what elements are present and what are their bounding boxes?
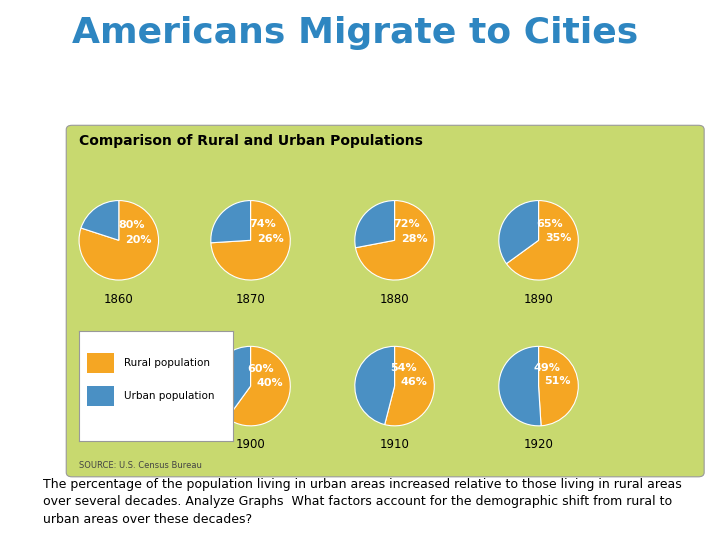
Text: Urban population: Urban population xyxy=(124,391,214,401)
Text: 1880: 1880 xyxy=(379,293,410,306)
Text: 26%: 26% xyxy=(257,234,284,244)
Wedge shape xyxy=(356,200,434,280)
Wedge shape xyxy=(539,346,578,426)
Text: Americans Migrate to Cities: Americans Migrate to Cities xyxy=(72,16,638,50)
Text: 40%: 40% xyxy=(257,377,284,388)
Text: 1860: 1860 xyxy=(104,293,134,306)
Bar xyxy=(87,386,114,406)
Wedge shape xyxy=(228,346,290,426)
Wedge shape xyxy=(211,200,290,280)
Text: 1900: 1900 xyxy=(235,438,266,451)
Wedge shape xyxy=(81,200,119,240)
Text: 1920: 1920 xyxy=(523,438,554,451)
Wedge shape xyxy=(211,200,251,243)
Wedge shape xyxy=(499,200,539,264)
Bar xyxy=(87,353,114,373)
Wedge shape xyxy=(355,200,395,248)
Text: 54%: 54% xyxy=(390,363,417,373)
Wedge shape xyxy=(499,346,541,426)
Text: 49%: 49% xyxy=(534,363,560,373)
Text: SOURCE: U.S. Census Bureau: SOURCE: U.S. Census Bureau xyxy=(79,461,202,470)
Text: 72%: 72% xyxy=(393,219,420,229)
Text: The percentage of the population living in urban areas increased relative to tho: The percentage of the population living … xyxy=(43,478,682,526)
Text: 20%: 20% xyxy=(125,235,152,245)
Text: 1870: 1870 xyxy=(235,293,266,306)
Text: Comparison of Rural and Urban Populations: Comparison of Rural and Urban Population… xyxy=(79,134,423,148)
Text: 28%: 28% xyxy=(401,234,428,244)
Wedge shape xyxy=(506,200,578,280)
Wedge shape xyxy=(211,346,251,418)
Text: 80%: 80% xyxy=(118,220,145,230)
Text: Rural population: Rural population xyxy=(124,358,210,368)
Text: 60%: 60% xyxy=(247,364,274,374)
Text: 1910: 1910 xyxy=(379,438,410,451)
Wedge shape xyxy=(355,346,395,424)
Text: 51%: 51% xyxy=(544,376,571,386)
Text: 74%: 74% xyxy=(249,219,276,230)
Text: 65%: 65% xyxy=(536,219,562,228)
Text: 35%: 35% xyxy=(545,233,572,242)
Text: 46%: 46% xyxy=(400,376,428,387)
Wedge shape xyxy=(79,200,158,280)
Text: 1890: 1890 xyxy=(523,293,554,306)
Wedge shape xyxy=(384,346,434,426)
